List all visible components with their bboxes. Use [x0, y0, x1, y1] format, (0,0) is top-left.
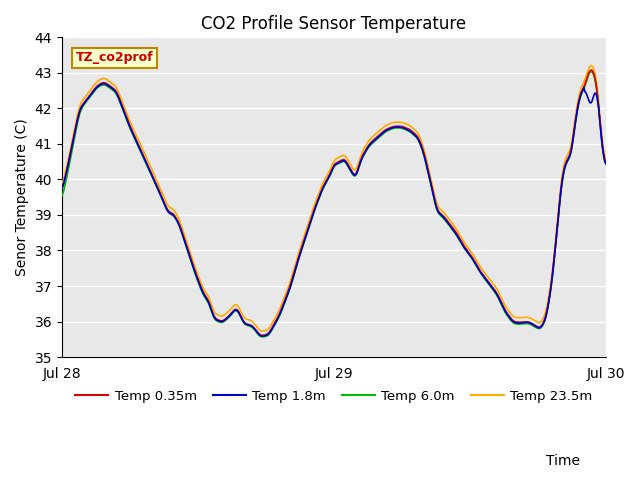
Y-axis label: Senor Temperature (C): Senor Temperature (C)	[15, 119, 29, 276]
Text: TZ_co2prof: TZ_co2prof	[76, 51, 153, 64]
Legend: Temp 0.35m, Temp 1.8m, Temp 6.0m, Temp 23.5m: Temp 0.35m, Temp 1.8m, Temp 6.0m, Temp 2…	[70, 384, 598, 408]
Title: CO2 Profile Sensor Temperature: CO2 Profile Sensor Temperature	[201, 15, 467, 33]
Text: Time: Time	[546, 454, 580, 468]
